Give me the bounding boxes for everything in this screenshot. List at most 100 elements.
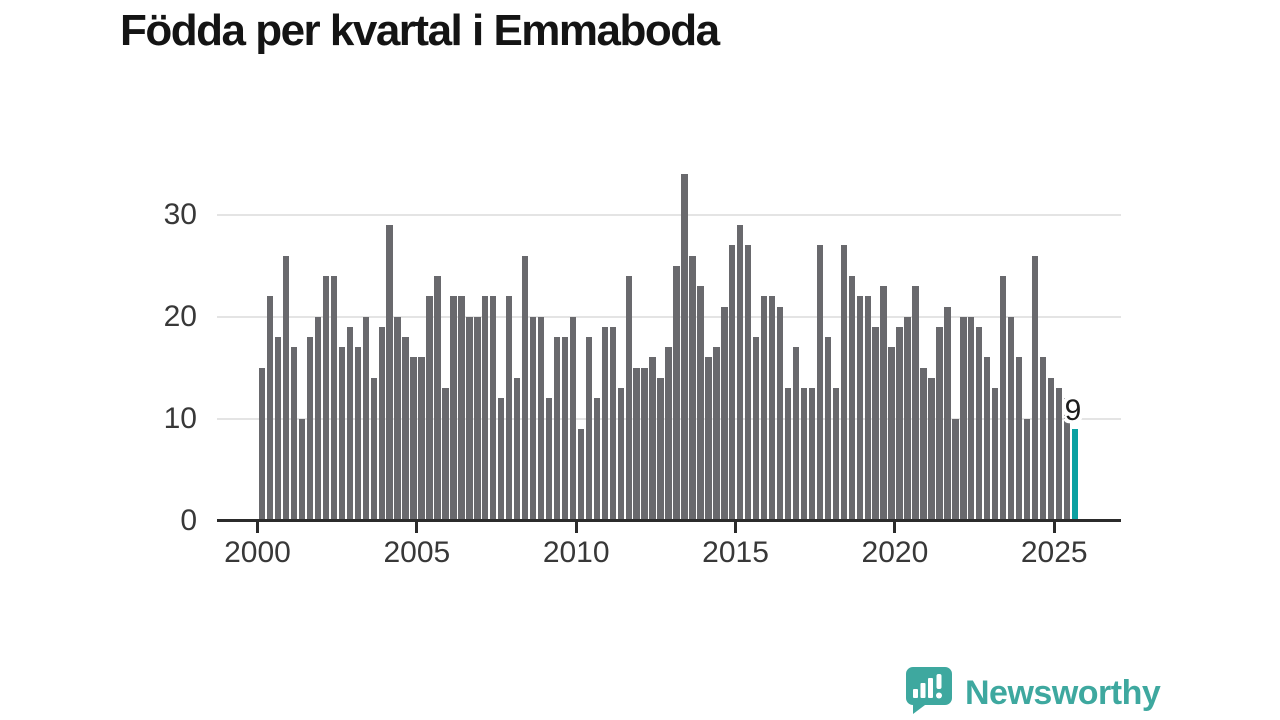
bar-2015-q3 bbox=[752, 337, 760, 521]
bar-2024-q4 bbox=[1047, 377, 1055, 521]
x-tick-label-2020: 2020 bbox=[861, 536, 929, 569]
x-tick-label-2005: 2005 bbox=[383, 536, 451, 569]
bar-2006-q1 bbox=[450, 296, 457, 521]
bar-2001-q3 bbox=[306, 337, 314, 521]
bar-2001-q1 bbox=[290, 347, 298, 521]
bar-2013-q2 bbox=[681, 174, 688, 521]
bar-2004-q2 bbox=[394, 316, 401, 521]
bar-2018-q4 bbox=[856, 296, 863, 521]
bar-2011-q4 bbox=[633, 367, 640, 521]
bar-2016-q1 bbox=[768, 296, 776, 521]
x-tick-mark-2005 bbox=[415, 522, 419, 533]
bar-2022-q2 bbox=[968, 316, 975, 521]
bar-2023-q4 bbox=[1015, 357, 1023, 521]
bar-2009-q2 bbox=[553, 337, 561, 521]
y-tick-label-10: 10 bbox=[163, 401, 197, 435]
bar-2002-q3 bbox=[338, 347, 346, 521]
bar-2014-q4 bbox=[729, 245, 736, 521]
bar-2024-q1 bbox=[1023, 418, 1031, 521]
bar-2010-q4 bbox=[601, 326, 608, 521]
bar-2021-q2 bbox=[936, 326, 943, 521]
bar-2024-q2 bbox=[1031, 255, 1039, 521]
x-tick-label-2010: 2010 bbox=[542, 536, 610, 569]
bar-2012-q4 bbox=[665, 347, 672, 521]
chart-title: Födda per kvartal i Emmaboda bbox=[120, 6, 720, 55]
bar-2020-q3 bbox=[912, 286, 919, 521]
x-tick-label-2025: 2025 bbox=[1020, 536, 1088, 569]
x-tick-label-2000: 2000 bbox=[224, 536, 291, 569]
bar-2006-q4 bbox=[474, 316, 481, 521]
bar-2007-q4 bbox=[505, 296, 513, 521]
x-tick-label-2015: 2015 bbox=[702, 536, 769, 569]
bar-2013-q4 bbox=[697, 286, 704, 521]
bar-2017-q2 bbox=[808, 388, 816, 521]
bar-2004-q4 bbox=[410, 357, 417, 521]
bar-2009-q3 bbox=[561, 337, 569, 521]
newsworthy-logo: Newsworthy bbox=[903, 665, 1161, 720]
bar-2001-q2 bbox=[298, 418, 306, 521]
bar-2014-q2 bbox=[713, 347, 720, 521]
bar-2022-q1 bbox=[960, 316, 967, 521]
bar-2013-q1 bbox=[673, 265, 680, 521]
bar-2015-q1 bbox=[737, 224, 744, 521]
bar-2010-q3 bbox=[593, 398, 601, 521]
x-tick-mark-2025 bbox=[1052, 522, 1056, 533]
bar-2007-q3 bbox=[498, 398, 505, 521]
bar-2002-q4 bbox=[346, 326, 354, 521]
bar-2003-q4 bbox=[378, 326, 385, 521]
bar-2002-q2 bbox=[330, 275, 338, 521]
bar-2009-q4 bbox=[569, 316, 577, 521]
bar-2015-q2 bbox=[745, 245, 752, 521]
bar-2008-q4 bbox=[537, 316, 545, 521]
bar-2003-q1 bbox=[354, 347, 361, 521]
bar-2023-q2 bbox=[999, 275, 1007, 521]
x-tick-mark-2020 bbox=[893, 522, 897, 533]
bar-2007-q2 bbox=[490, 296, 497, 521]
bar-2020-q4 bbox=[920, 367, 927, 521]
x-tick-mark-2015 bbox=[734, 522, 738, 533]
bar-2012-q1 bbox=[641, 367, 648, 521]
bar-2016-q2 bbox=[776, 306, 784, 521]
bar-2011-q1 bbox=[609, 326, 616, 521]
bar-2022-q4 bbox=[984, 357, 991, 521]
bar-2008-q1 bbox=[513, 377, 521, 521]
bar-2018-q1 bbox=[832, 388, 840, 521]
bar-2020-q1 bbox=[896, 326, 903, 521]
bar-2010-q2 bbox=[585, 337, 593, 521]
bar-2004-q1 bbox=[386, 224, 393, 521]
bar-2015-q4 bbox=[760, 296, 768, 521]
bar-2003-q2 bbox=[362, 316, 369, 521]
bar-2025-q1 bbox=[1055, 388, 1063, 521]
bar-2000-q4 bbox=[282, 255, 290, 521]
newsworthy-logo-text: Newsworthy bbox=[965, 673, 1161, 712]
bar-2006-q3 bbox=[466, 316, 473, 521]
bar-2019-q2 bbox=[872, 326, 879, 521]
gridline-y-20 bbox=[217, 315, 1121, 318]
bar-2014-q3 bbox=[721, 306, 728, 521]
bar-2016-q3 bbox=[784, 388, 792, 521]
bar-2017-q1 bbox=[800, 388, 808, 521]
bar-2021-q1 bbox=[928, 377, 935, 521]
bar-2005-q2 bbox=[426, 296, 433, 521]
bar-2003-q3 bbox=[370, 377, 377, 521]
bar-2021-q4 bbox=[952, 418, 959, 521]
bar-2025-q3 bbox=[1071, 428, 1079, 521]
x-tick-mark-2010 bbox=[574, 522, 578, 533]
bar-2012-q3 bbox=[657, 377, 664, 521]
bar-2022-q3 bbox=[976, 326, 983, 521]
bar-2021-q3 bbox=[944, 306, 951, 521]
bar-2020-q2 bbox=[904, 316, 911, 521]
x-tick-mark-2000 bbox=[256, 522, 259, 533]
bar-2016-q4 bbox=[792, 347, 800, 521]
x-axis-line bbox=[217, 519, 1121, 522]
bar-2013-q3 bbox=[689, 255, 696, 521]
bar-2018-q2 bbox=[840, 245, 848, 521]
bar-2000-q1 bbox=[259, 367, 266, 521]
gridline-y-30 bbox=[217, 213, 1121, 216]
bar-2023-q3 bbox=[1007, 316, 1015, 521]
bar-2019-q1 bbox=[864, 296, 871, 521]
y-tick-label-0: 0 bbox=[180, 503, 197, 537]
bar-2000-q2 bbox=[266, 296, 274, 521]
